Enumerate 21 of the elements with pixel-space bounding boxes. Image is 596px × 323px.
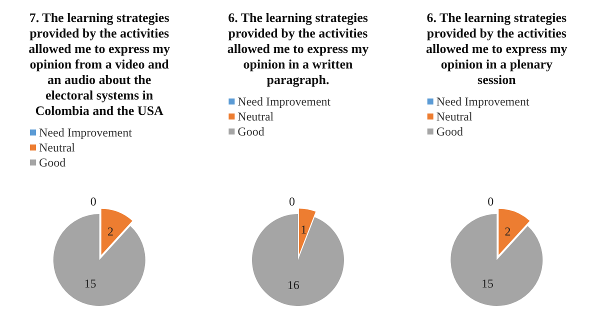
data-label: 15 [482,276,494,291]
chart-title: 6. The learning strategies provided by the activities allowed me to express my opinion in a plenary session [426,10,568,87]
legend-label: Good [238,124,264,138]
data-label: 1 [300,222,307,237]
data-label: 2 [107,224,114,238]
text: 0 [90,194,96,209]
data-label: 2 [504,224,511,238]
legend-label: Need Improvement [436,94,530,108]
legend-label: Need Improvement [238,94,332,108]
legend-label: Good [436,124,464,138]
text: 0 [488,194,494,209]
data-label: 16 [287,278,300,292]
chart-title: 7. The learning strategies provided by the activities allowed me to express my opinion from a video and an audio about the electoral systems in Colombia and the USA [28,10,170,118]
legend-label: Good [39,156,66,170]
legend-label: Neutral [238,110,274,124]
data-label: 15 [84,276,96,291]
text: 0 [289,194,295,209]
legend-label: Neutral [39,140,76,154]
chart-title: 6. The learning strategies provided by the activities allowed me to express my opinion in a written paragraph. [227,10,370,87]
legend-label: Neutral [436,110,473,124]
legend-label: Need Improvement [39,126,133,140]
